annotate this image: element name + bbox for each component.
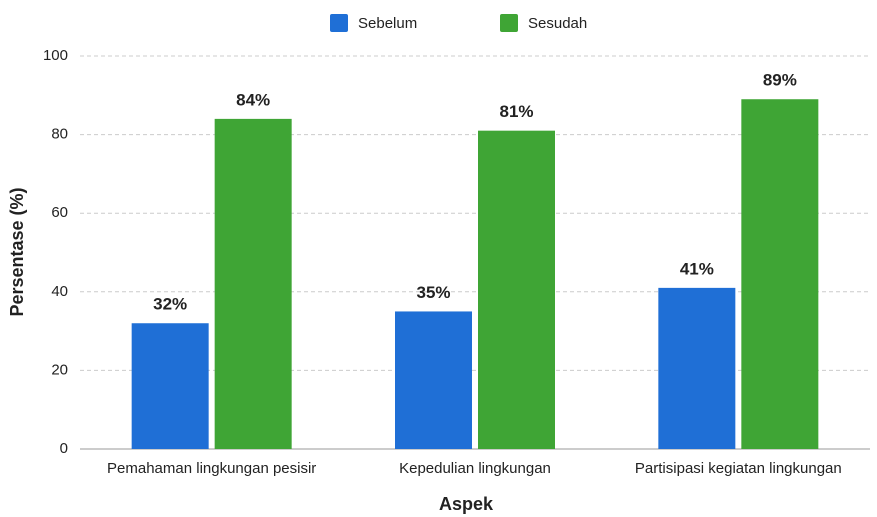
bar — [131, 323, 209, 449]
y-axis-label: Persentase (%) — [7, 187, 27, 316]
value-label: 89% — [763, 71, 797, 90]
bar — [478, 130, 555, 450]
x-tick-label: Kepedulian lingkungan — [399, 460, 551, 477]
x-axis-label: Aspek — [439, 494, 494, 514]
x-tick-label: Partisipasi kegiatan lingkungan — [635, 460, 842, 477]
y-tick-label: 100 — [43, 47, 68, 64]
bar — [658, 287, 736, 449]
legend-label: Sebelum — [358, 15, 417, 32]
y-tick-label: 80 — [51, 126, 68, 143]
x-tick-label: Pemahaman lingkungan pesisir — [107, 460, 316, 477]
value-label: 41% — [680, 259, 714, 278]
value-label: 81% — [499, 102, 533, 121]
bar — [741, 99, 819, 449]
legend-swatch — [500, 14, 518, 32]
y-tick-label: 40 — [51, 283, 68, 300]
value-label: 84% — [236, 90, 270, 109]
value-label: 35% — [416, 283, 450, 302]
y-tick-label: 0 — [60, 440, 68, 457]
y-tick-label: 20 — [51, 361, 68, 378]
legend-swatch — [330, 14, 348, 32]
value-label: 32% — [153, 295, 187, 314]
bar — [395, 311, 472, 449]
bar — [214, 118, 292, 449]
legend-label: Sesudah — [528, 15, 587, 32]
y-tick-label: 60 — [51, 204, 68, 221]
